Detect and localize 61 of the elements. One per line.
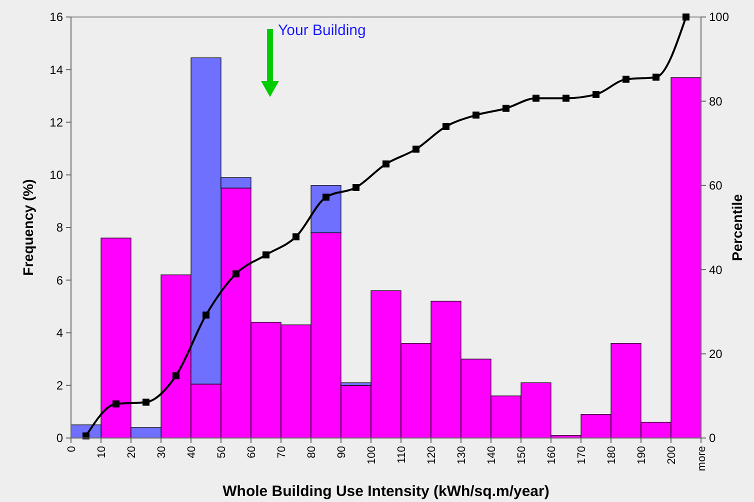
point <box>352 184 360 192</box>
x-tick-label: 110 <box>396 446 408 464</box>
x-tick-label: 50 <box>216 446 228 458</box>
x-tick-label: 130 <box>456 446 468 464</box>
point <box>172 372 180 380</box>
x-tick-label: 200 <box>666 446 678 464</box>
y-tick-label: 14 <box>50 62 64 77</box>
point <box>412 146 420 153</box>
x-tick-label: 170 <box>576 446 588 464</box>
point <box>322 194 330 201</box>
x-tick-label: 150 <box>516 446 528 464</box>
y-tick-label: 8 <box>56 220 64 235</box>
x-tick-label: 10 <box>96 446 108 458</box>
point <box>232 270 240 278</box>
x-tick-label: 190 <box>636 446 648 464</box>
y-tick-label: 16 <box>50 10 64 24</box>
x-tick-label: 20 <box>126 446 138 458</box>
y2-axis-title: Percentile <box>729 194 745 261</box>
point <box>502 104 510 112</box>
x-tick-label: 30 <box>156 446 168 458</box>
point <box>682 14 690 20</box>
point <box>202 312 210 319</box>
x-tick-label: 140 <box>486 446 498 464</box>
y-tick-label: 10 <box>50 168 64 182</box>
point <box>592 90 600 98</box>
point <box>112 400 120 408</box>
point <box>652 74 660 81</box>
point <box>532 94 540 102</box>
point <box>622 76 630 83</box>
y-tick-label: 6 <box>56 273 64 288</box>
x-tick-label: 60 <box>246 446 258 458</box>
point <box>442 122 450 130</box>
annotation: Your Building <box>278 22 366 39</box>
y-tick-label: 4 <box>56 326 64 340</box>
x-tick-label: 120 <box>426 446 438 464</box>
point <box>562 94 570 102</box>
y-tick-label: 2 <box>56 378 64 393</box>
point <box>292 233 300 240</box>
y-tick-label: 0 <box>56 431 64 446</box>
x-tick-label: 70 <box>276 446 288 458</box>
y2-tick-label: 20 <box>709 347 723 361</box>
y2-tick-label: 60 <box>709 178 723 193</box>
x-axis-title: Whole Building Use Intensity (kWh/sq.m/year) <box>222 483 550 500</box>
point <box>142 398 150 406</box>
x-tick-label: 160 <box>546 446 558 464</box>
y2-tick-label: 40 <box>709 262 723 277</box>
x-tick-label: 0 <box>66 446 78 452</box>
y2-tick-label: 0 <box>709 431 716 446</box>
x-tick-label: 180 <box>606 446 618 464</box>
y-axis-title: Frequency (%) <box>20 179 36 276</box>
point <box>262 251 270 258</box>
point <box>382 160 390 168</box>
y2-tick-label: 100 <box>709 10 730 24</box>
y-tick-label: 12 <box>50 115 64 130</box>
y2-tick-label: 80 <box>709 94 723 108</box>
x-tick-label: 80 <box>306 446 318 458</box>
point <box>472 112 480 119</box>
x-tick-label: more <box>696 446 708 472</box>
x-tick-label: 100 <box>366 446 378 464</box>
x-tick-label: 40 <box>186 446 198 458</box>
x-tick-label: 90 <box>336 446 348 458</box>
